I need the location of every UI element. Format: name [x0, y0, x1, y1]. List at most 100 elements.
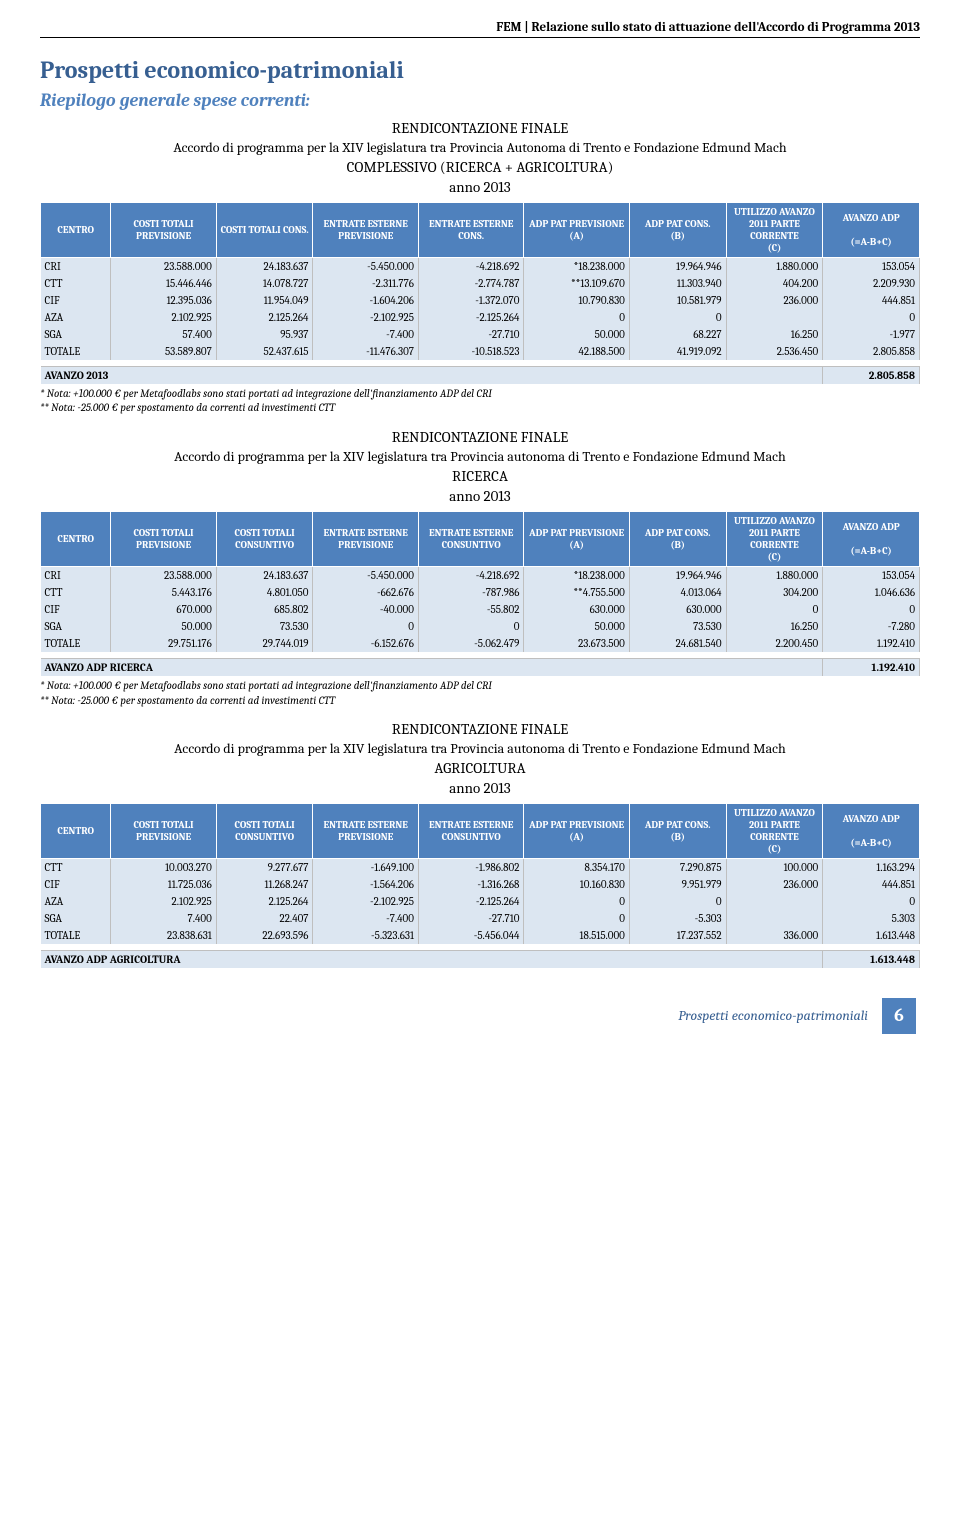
- col-adp-prev: ADP PAT PREVISIONE(A): [524, 804, 629, 859]
- cell-value: -27.710: [418, 326, 523, 343]
- cell-value: 23.588.000: [111, 567, 216, 585]
- page-subtitle: Riepilogo generale spese correnti:: [40, 90, 920, 111]
- table-row: SGA57.40095.937-7.400-27.71050.00068.227…: [41, 326, 920, 343]
- col-entrate-prev: ENTRATE ESTERNE PREVISIONE: [313, 804, 418, 859]
- cell-value: -2.102.925: [313, 893, 418, 910]
- avanzo-2013-value: 2.805.858: [823, 366, 920, 384]
- cell-value: 0: [629, 893, 726, 910]
- col-adp-cons: ADP PAT CONS.(B): [629, 512, 726, 567]
- cell-value: 2.102.925: [111, 893, 216, 910]
- cell-value: 444.851: [823, 292, 920, 309]
- row-label: CIF: [41, 876, 111, 893]
- row-label: TOTALE: [41, 635, 111, 652]
- cell-value: 41.919.092: [629, 343, 726, 360]
- cell-value: 95.937: [216, 326, 313, 343]
- table-row: TOTALE53.589.80752.437.615-11.476.307-10…: [41, 343, 920, 360]
- cell-value: -5.062.479: [418, 635, 523, 652]
- cell-value: 630.000: [524, 601, 629, 618]
- cell-value: 2.536.450: [726, 343, 823, 360]
- table-row: CRI23.588.00024.183.637-5.450.000-4.218.…: [41, 567, 920, 585]
- col-adp-prev: ADP PAT PREVISIONE(A): [524, 203, 629, 258]
- cell-value: 24.183.637: [216, 567, 313, 585]
- cell-value: 23.673.500: [524, 635, 629, 652]
- table-complessivo: CENTRO COSTI TOTALI PREVISIONE COSTI TOT…: [40, 202, 920, 384]
- col-avanzo: AVANZO ADP(=A-B+C): [823, 203, 920, 258]
- cell-value: 404.200: [726, 275, 823, 292]
- cell-value: 100.000: [726, 859, 823, 877]
- s2-big: RICERCA: [40, 467, 920, 485]
- col-costi-prev: COSTI TOTALI PREVISIONE: [111, 512, 216, 567]
- cell-value: 57.400: [111, 326, 216, 343]
- cell-value: 630.000: [629, 601, 726, 618]
- cell-value: 24.183.637: [216, 258, 313, 276]
- col-costi-prev: COSTI TOTALI PREVISIONE: [111, 203, 216, 258]
- s1-sub: Accordo di programma per la XIV legislat…: [40, 139, 920, 156]
- cell-value: 670.000: [111, 601, 216, 618]
- cell-value: 9.951.979: [629, 876, 726, 893]
- s1-year: anno 2013: [40, 178, 920, 196]
- cell-value: 22.693.596: [216, 927, 313, 944]
- s2-note2: ** Nota: -25.000 € per spostamento da co…: [40, 694, 920, 709]
- cell-value: 19.964.946: [629, 258, 726, 276]
- cell-value: **4.755.500: [524, 584, 629, 601]
- avanzo-ricerca-value: 1.192.410: [823, 658, 920, 676]
- cell-value: 9.277.677: [216, 859, 313, 877]
- col-entrate-consuntivo: ENTRATE ESTERNE CONSUNTIVO: [418, 804, 523, 859]
- col-costi-prev: COSTI TOTALI PREVISIONE: [111, 804, 216, 859]
- running-header: FEM | Relazione sullo stato di attuazion…: [40, 20, 920, 38]
- cell-value: 10.581.979: [629, 292, 726, 309]
- cell-value: 73.530: [216, 618, 313, 635]
- cell-value: 10.003.270: [111, 859, 216, 877]
- cell-value: 53.589.807: [111, 343, 216, 360]
- page-footer: Prospetti economico-patrimoniali 6: [40, 998, 920, 1034]
- row-label: TOTALE: [41, 927, 111, 944]
- col-costi-cons: COSTI TOTALI CONS.: [216, 203, 313, 258]
- cell-value: 16.250: [726, 618, 823, 635]
- cell-value: 12.395.036: [111, 292, 216, 309]
- cell-value: [726, 893, 823, 910]
- avanzo-2013-label: AVANZO 2013: [41, 366, 823, 384]
- cell-value: 153.054: [823, 258, 920, 276]
- s1-note1: * Nota: +100.000 € per Metafoodlabs sono…: [40, 387, 920, 402]
- avanzo-ricerca-label: AVANZO ADP RICERCA: [41, 658, 823, 676]
- cell-value: -2.774.787: [418, 275, 523, 292]
- cell-value: -5.450.000: [313, 258, 418, 276]
- cell-value: -6.152.676: [313, 635, 418, 652]
- row-label: SGA: [41, 910, 111, 927]
- avanzo-agri-label: AVANZO ADP AGRICOLTURA: [41, 950, 823, 968]
- cell-value: -7.400: [313, 326, 418, 343]
- table-row: AZA2.102.9252.125.264-2.102.925-2.125.26…: [41, 893, 920, 910]
- cell-value: 14.078.727: [216, 275, 313, 292]
- cell-value: 50.000: [524, 326, 629, 343]
- cell-value: 0: [726, 601, 823, 618]
- row-label: CRI: [41, 258, 111, 276]
- col-utilizzo: UTILIZZO AVANZO 2011 PARTE CORRENTE(C): [726, 203, 823, 258]
- cell-value: -1.977: [823, 326, 920, 343]
- s2-title: RENDICONTAZIONE FINALE: [40, 428, 920, 446]
- col-entrate-prev: ENTRATE ESTERNE PREVISIONE: [313, 512, 418, 567]
- row-label: SGA: [41, 618, 111, 635]
- cell-value: 11.725.036: [111, 876, 216, 893]
- cell-value: -27.710: [418, 910, 523, 927]
- table-row: CRI23.588.00024.183.637-5.450.000-4.218.…: [41, 258, 920, 276]
- cell-value: 24.681.540: [629, 635, 726, 652]
- cell-value: -1.316.268: [418, 876, 523, 893]
- cell-value: 17.237.552: [629, 927, 726, 944]
- cell-value: 5.443.176: [111, 584, 216, 601]
- cell-value: -7.280: [823, 618, 920, 635]
- cell-value: 0: [524, 893, 629, 910]
- row-label: CIF: [41, 601, 111, 618]
- cell-value: 18.515.000: [524, 927, 629, 944]
- cell-value: 73.530: [629, 618, 726, 635]
- cell-value: 68.227: [629, 326, 726, 343]
- row-label: TOTALE: [41, 343, 111, 360]
- cell-value: 444.851: [823, 876, 920, 893]
- cell-value: -2.102.925: [313, 309, 418, 326]
- row-label: CIF: [41, 292, 111, 309]
- cell-value: 7.400: [111, 910, 216, 927]
- table-row: SGA7.40022.407-7.400-27.7100-5.3035.303: [41, 910, 920, 927]
- table-row: CTT10.003.2709.277.677-1.649.100-1.986.8…: [41, 859, 920, 877]
- row-label: AZA: [41, 309, 111, 326]
- cell-value: -10.518.523: [418, 343, 523, 360]
- cell-value: -1.986.802: [418, 859, 523, 877]
